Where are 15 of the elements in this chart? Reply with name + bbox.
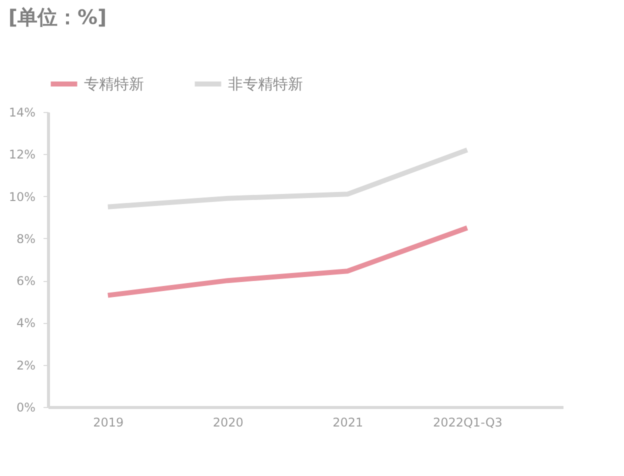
x-tick-label: 2022Q1-Q3 bbox=[432, 416, 502, 430]
legend-label: 专精特新 bbox=[84, 75, 144, 93]
y-tick-label: 14% bbox=[8, 106, 36, 120]
y-tick-label: 10% bbox=[8, 190, 36, 204]
chart-title: [单位：%] bbox=[8, 5, 107, 29]
y-tick-label: 6% bbox=[16, 274, 36, 288]
y-tick-label: 0% bbox=[16, 400, 36, 414]
y-tick-label: 12% bbox=[8, 148, 36, 162]
y-tick-label: 4% bbox=[16, 316, 36, 330]
legend-label: 非专精特新 bbox=[228, 75, 303, 93]
y-tick-label: 8% bbox=[16, 232, 36, 246]
x-tick-label: 2021 bbox=[332, 416, 364, 430]
x-tick-label: 2019 bbox=[93, 416, 124, 430]
x-tick-label: 2020 bbox=[212, 416, 244, 430]
y-tick-label: 2% bbox=[16, 358, 36, 372]
